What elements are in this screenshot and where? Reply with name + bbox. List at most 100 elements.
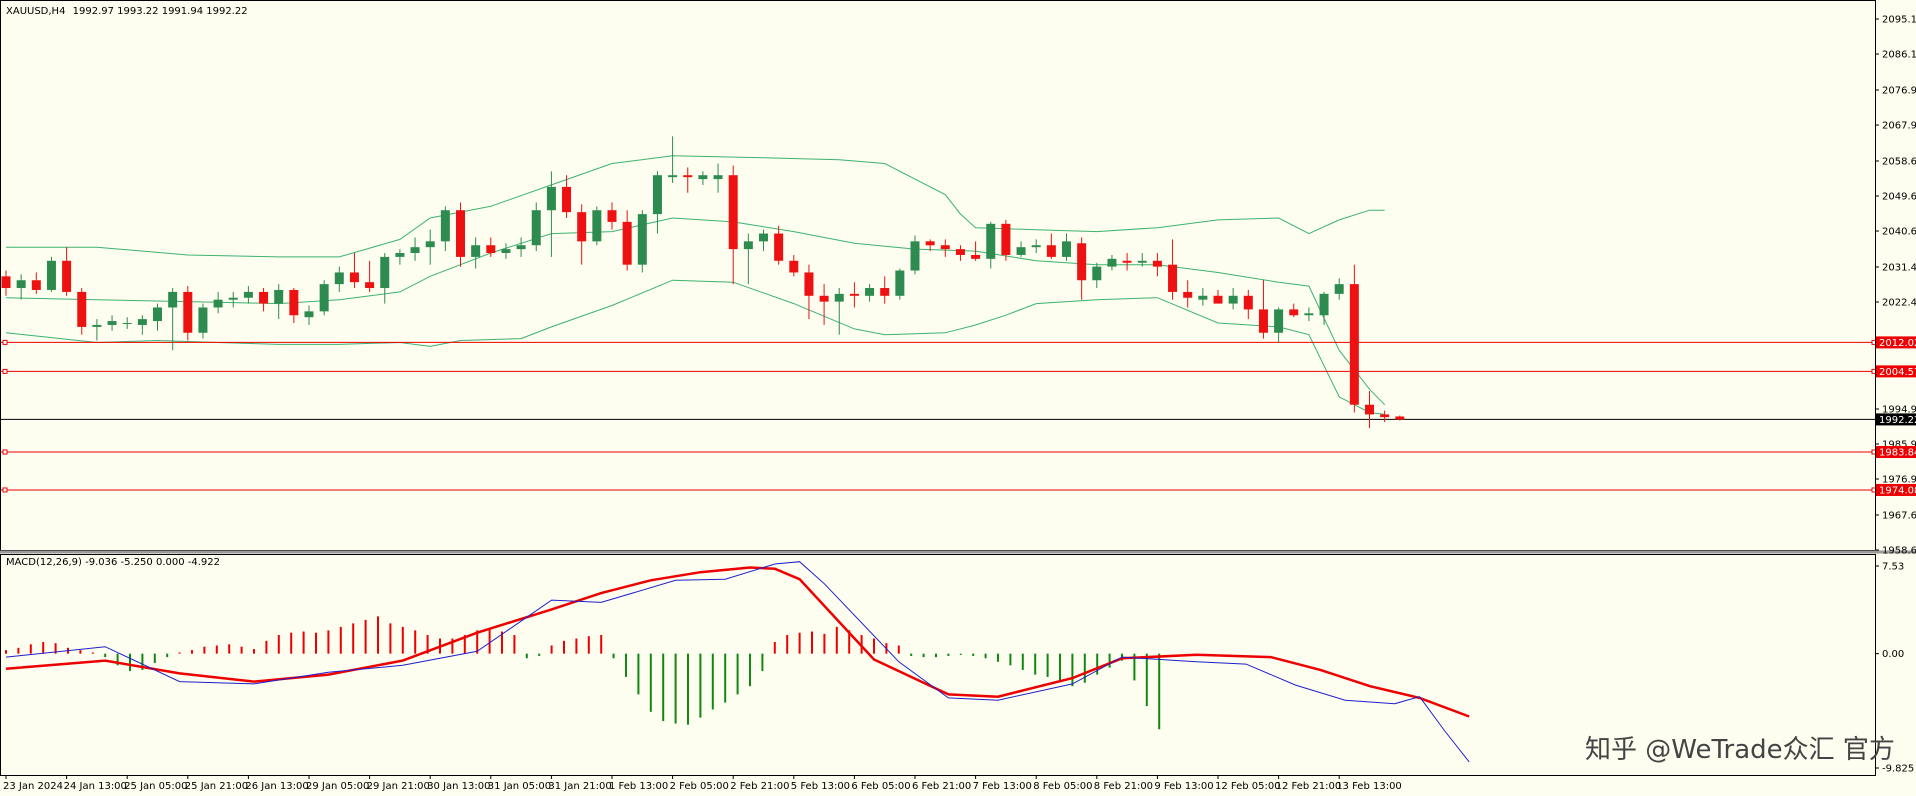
bollinger-middle-line [5,217,1386,406]
candle-bull [153,307,162,322]
candle-bull [334,272,344,285]
candle-bull [1062,241,1071,257]
candle-bear [607,210,617,222]
level-anchor [2,487,8,493]
macd-signal-line [5,566,1470,718]
candle-bull [1031,245,1041,248]
time-tick-label: 6 Feb 05:00 [851,781,910,792]
level-tag-bg [1876,483,1916,496]
candle-bear [925,241,935,246]
candle-bear [728,175,738,250]
candle-bear [62,260,72,292]
candle-bull [319,284,329,312]
candle-bear [31,280,41,290]
candle-bear [183,291,193,333]
candle-bull [743,241,753,250]
candle-bear [456,210,465,257]
price-tick-label: 1967.65 [1882,510,1916,521]
candle-bull [107,321,117,325]
level-tag-bg [1876,446,1916,459]
candle-bull [395,253,405,257]
current-price-tag-bg [1876,413,1916,426]
candle-bull [380,256,390,289]
price-tick-label: 2049.65 [1882,192,1916,203]
candle-bull [304,311,314,318]
level-tag-label: 2012.02 [1879,338,1916,349]
candle-bull [1319,293,1329,316]
price-tick-label: 2076.90 [1882,86,1916,97]
price-tick-label: 2040.65 [1882,227,1916,238]
candle-bear [1213,295,1223,304]
candle-bear [1168,264,1178,292]
level-anchor [2,449,8,455]
candle-bear [1183,291,1193,298]
candle-bull [1228,295,1238,304]
candle-bear [349,272,359,283]
candle-bull [986,223,996,259]
level-tag-label: 1974.08 [1879,485,1916,496]
macd-tick-label: -9.825 [1882,764,1914,775]
candle-bull [895,270,905,296]
candle-bull [1092,266,1102,281]
candle-bull [1107,258,1117,267]
candle-bull [471,245,481,257]
time-tick-label: 5 Feb 13:00 [791,781,850,792]
candle-bear [849,293,859,296]
candle-bear [804,272,814,296]
price-tick-label: 1976.90 [1882,475,1916,486]
candle-bull [168,291,178,308]
candle-bull [16,280,26,289]
candle-bear [365,282,375,289]
time-tick-label: 24 Jan 13:00 [64,781,127,792]
candle-bull [243,291,253,298]
time-tick-label: 6 Feb 21:00 [912,781,971,792]
price-pane-frame [0,0,1876,551]
time-tick-label: 2 Feb 05:00 [670,781,729,792]
time-tick-label: 30 Jan 13:00 [427,781,490,792]
candle-bull [637,214,647,265]
price-tick-label: 2022.40 [1882,298,1916,309]
candle-bear [971,254,981,259]
candle-bear [259,291,269,304]
candle-bear [819,295,829,302]
time-tick-label: 8 Feb 05:00 [1033,781,1092,792]
candle-bear [880,288,890,296]
candle-bull [865,288,875,296]
time-tick-label: 9 Feb 13:00 [1154,781,1213,792]
candle-bear [683,175,693,178]
time-tick-label: 25 Jan 21:00 [185,781,248,792]
level-tag-bg [1876,365,1916,378]
time-tick-label: 12 Feb 21:00 [1276,781,1342,792]
price-tick-label: 2058.65 [1882,157,1916,168]
macd-tick-label: 0.00 [1882,649,1904,660]
candle-bear [486,245,496,254]
candle-bear [1152,260,1162,267]
bollinger-lower-line [5,279,1385,415]
candle-bull [46,260,56,290]
candle-bull [1304,313,1314,316]
price-pane[interactable] [0,136,1877,493]
time-tick-label: 31 Jan 21:00 [548,781,611,792]
time-tick-label: 1 Feb 13:00 [609,781,668,792]
candle-bull [1334,284,1344,294]
price-tick-label: 1958.65 [1882,546,1916,557]
time-tick-label: 25 Jan 05:00 [124,781,187,792]
candle-bull [122,323,132,325]
candle-bear [1395,416,1405,420]
time-tick-label: 13 Feb 13:00 [1336,781,1402,792]
candle-bull [228,297,238,300]
macd-pane[interactable] [5,561,1470,763]
candle-bull [92,324,102,327]
candle-bear [1380,414,1390,418]
time-tick-label: 12 Feb 05:00 [1215,781,1281,792]
candle-bear [1243,295,1253,310]
candle-bull [410,247,420,254]
candle-bear [1289,309,1299,316]
candle-bear [1077,243,1087,281]
candle-bear [1001,223,1011,255]
time-tick-label: 31 Jan 05:00 [488,781,551,792]
candle-bear [1046,245,1056,257]
candle-bull [698,175,708,180]
candle-bull [425,241,435,248]
